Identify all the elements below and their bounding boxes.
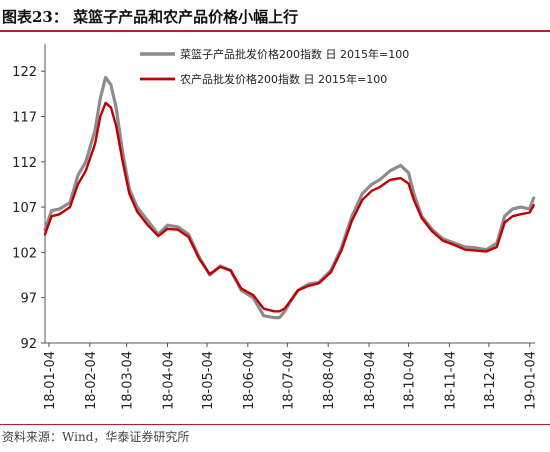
x-tick-label: 18-06-04 xyxy=(242,351,257,410)
legend-label-1: 菜篮子产品批发价格200指数 日 2015年=100 xyxy=(180,47,409,61)
x-tick-label: 18-07-04 xyxy=(281,351,296,410)
y-tick-label: 97 xyxy=(20,292,37,307)
x-tick-label: 18-09-04 xyxy=(363,351,378,410)
source-note: 资料来源：Wind，华泰证券研究所 xyxy=(2,430,190,444)
header-rule xyxy=(0,30,550,32)
legend: 菜篮子产品批发价格200指数 日 2015年=100 农产品批发价格200指数 日… xyxy=(140,47,409,86)
x-tick-label: 18-02-04 xyxy=(84,351,99,410)
x-tick-label: 18-01-04 xyxy=(43,351,58,410)
y-tick-label: 117 xyxy=(12,110,37,125)
x-tick-label: 18-03-04 xyxy=(121,351,136,410)
y-tick-label: 112 xyxy=(12,156,37,171)
series-line-2 xyxy=(43,101,535,313)
y-tick-label: 92 xyxy=(20,337,37,352)
x-tick-label: 18-05-04 xyxy=(201,351,216,410)
y-tick-label: 122 xyxy=(12,65,37,80)
x-tick-label: 18-08-04 xyxy=(322,351,337,410)
y-tick-label: 107 xyxy=(12,201,37,216)
x-tick-label: 18-11-04 xyxy=(443,351,458,410)
figure-title: 图表23： 菜篮子产品和农产品价格小幅上行 xyxy=(2,8,299,26)
x-tick-label: 19-01-04 xyxy=(524,351,539,410)
series-line-1 xyxy=(43,75,536,320)
series-layer xyxy=(43,75,536,320)
x-tick-label: 18-10-04 xyxy=(403,351,418,410)
x-axis: 18-01-04 18-02-04 18-03-04 18-04-04 18-05-04… xyxy=(43,342,539,410)
y-tick-label: 102 xyxy=(12,246,37,261)
footer-rule xyxy=(0,424,550,425)
legend-label-2: 农产品批发价格200指数 日 2015年=100 xyxy=(180,72,387,86)
x-tick-label: 18-04-04 xyxy=(162,351,177,410)
figure-header: 图表23： 菜篮子产品和农产品价格小幅上行 xyxy=(0,0,550,34)
y-axis: 92 97 102 107 112 117 122 xyxy=(12,44,46,352)
x-tick-label: 18-12-04 xyxy=(483,351,498,410)
